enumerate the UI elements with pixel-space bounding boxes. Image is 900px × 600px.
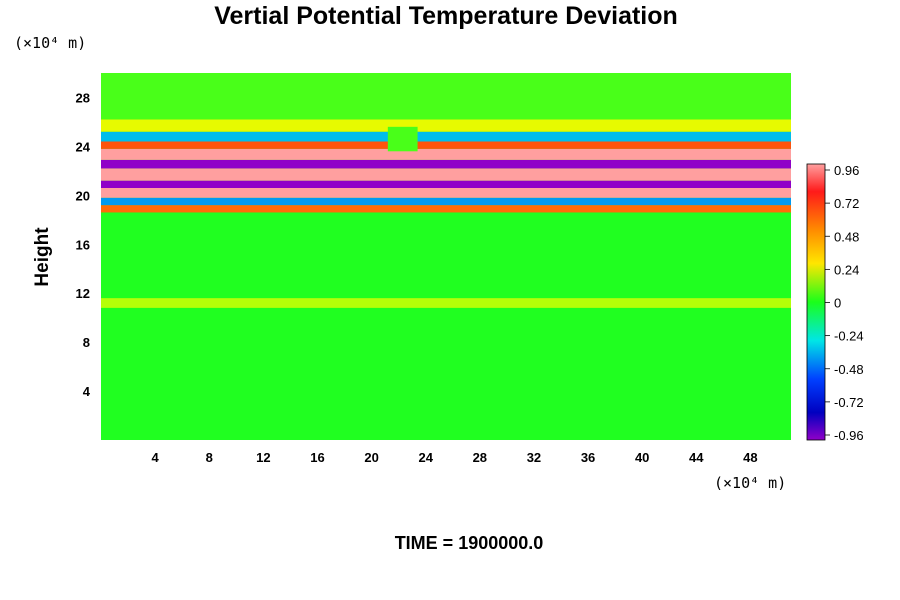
heatmap-band [101, 119, 791, 132]
heatmap-band [101, 168, 791, 181]
chart-title: Vertial Potential Temperature Deviation [214, 2, 678, 30]
colorbar-tick-label: 0.96 [834, 163, 859, 178]
heatmap-band [101, 141, 791, 149]
y-tick-label: 12 [76, 286, 90, 301]
y-tick-label: 20 [76, 188, 90, 203]
colorbar-tick-label: 0 [834, 296, 841, 311]
y-tick-label: 8 [83, 335, 90, 350]
colorbar-tick-label: -0.72 [834, 395, 864, 410]
x-tick-label: 28 [473, 450, 487, 465]
heatmap-band [101, 148, 791, 160]
x-tick-label: 44 [689, 450, 704, 465]
x-tick-label: 4 [152, 450, 160, 465]
y-tick-label: 24 [76, 139, 91, 154]
heatmap-band [101, 205, 791, 213]
y-tick-label: 28 [76, 90, 90, 105]
heatmap-band [101, 73, 791, 120]
x-tick-label: 48 [743, 450, 757, 465]
heatmap-band [101, 212, 791, 299]
colorbar-tick-label: -0.24 [834, 329, 864, 344]
colorbar: 0.96 0.72 0.48 0.24 0 -0.24 -0.48 -0.72 -0.96 [806, 163, 864, 443]
heatmap-gap [387, 126, 418, 152]
plot-area [101, 73, 791, 440]
x-tick-label: 32 [527, 450, 541, 465]
heatmap-band [101, 180, 791, 188]
heatmap-band [101, 197, 791, 206]
colorbar-tick-label: -0.48 [834, 362, 864, 377]
colorbar-tick-label: 0.72 [834, 196, 859, 211]
y-tick-label: 16 [76, 237, 90, 252]
x-tick-label: 36 [581, 450, 595, 465]
y-tick-label: 4 [83, 384, 91, 399]
y-unit-label: (×10⁴ m) [14, 34, 86, 52]
heatmap-band [101, 307, 791, 440]
x-tick-label: 16 [310, 450, 324, 465]
heatmap-band [101, 159, 791, 169]
y-axis-label: Height [32, 227, 53, 287]
colorbar-gradient [806, 163, 826, 441]
x-unit-label: (×10⁴ m) [714, 474, 786, 492]
x-tick-label: 24 [418, 450, 433, 465]
x-tick-label: 40 [635, 450, 649, 465]
colorbar-tick-label: 0.24 [834, 262, 859, 277]
colorbar-tick-label: 0.48 [834, 229, 859, 244]
x-tick-label: 12 [256, 450, 270, 465]
time-label: TIME = 1900000.0 [395, 533, 544, 553]
x-tick-label: 20 [364, 450, 378, 465]
heatmap-band [101, 131, 791, 142]
heatmap-band [101, 298, 791, 308]
x-tick-label: 8 [206, 450, 213, 465]
heatmap-band [101, 187, 791, 198]
colorbar-tick-label: -0.96 [834, 428, 864, 443]
